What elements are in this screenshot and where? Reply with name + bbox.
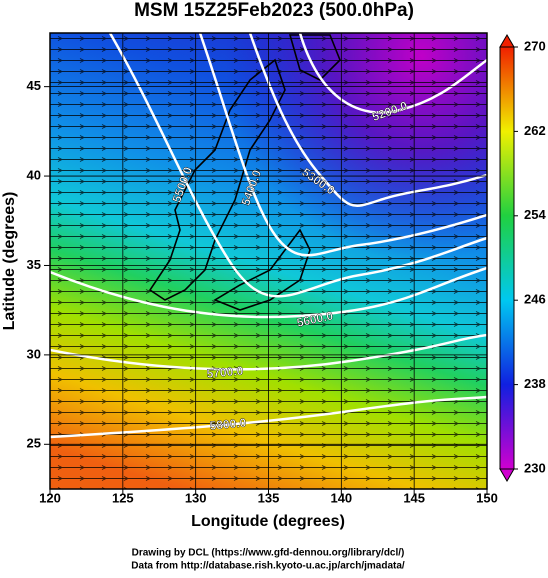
contour-line: [198, 33, 487, 257]
x-tick-label: 125: [112, 490, 134, 505]
colorbar-body: [499, 46, 515, 470]
colorbar-tick-label: 246: [524, 292, 546, 307]
colorbar-tick-label: 230: [524, 460, 546, 475]
x-tick-label: 140: [330, 490, 352, 505]
x-tick-label: 150: [476, 490, 498, 505]
y-tick-label: 30: [27, 346, 41, 361]
x-tick-label: 130: [185, 490, 207, 505]
x-tick-label: 120: [39, 490, 61, 505]
colorbar-tick-label: 254: [524, 207, 546, 222]
colorbar-extend-top: [499, 34, 515, 48]
x-tick-label: 135: [258, 490, 280, 505]
contour-line: [50, 395, 487, 439]
y-tick-label: 40: [27, 167, 41, 182]
axes: 120 125 130 135 140 145 150 25 30 35 40 45: [27, 33, 498, 505]
contour-line: [248, 33, 487, 207]
colorbar: 230 238 246 254 262 270: [499, 34, 546, 482]
x-tick-label: 145: [403, 490, 425, 505]
contour-line: [50, 333, 487, 371]
y-tick-label: 45: [27, 78, 41, 93]
colorbar-tick-label: 262: [524, 123, 546, 138]
contour-label: 5700.0: [206, 364, 244, 381]
title: MSM 15Z25Feb2023 (500.0hPa): [134, 0, 414, 21]
contour-line: [108, 33, 487, 298]
x-axis-label: Longitude (degrees): [191, 513, 345, 530]
plot-frame: [49, 32, 488, 490]
y-axis-label: Latitude (degrees): [1, 192, 18, 331]
y-tick-label: 35: [27, 257, 41, 272]
colorbar-extend-bottom: [499, 468, 515, 482]
contour-label: 5800.0: [209, 416, 247, 433]
contour-line: [298, 33, 487, 114]
colorbar-tick-label: 270: [524, 38, 546, 53]
colorbar-tick-label: 238: [524, 376, 546, 391]
contours: 5200.05300.05400.05500.05600.05700.05800…: [50, 33, 487, 439]
footer-line: Drawing by DCL (https://www.gfd-dennou.o…: [132, 548, 405, 559]
footer-line: Data from http://database.rish.kyoto-u.a…: [131, 561, 405, 572]
contour-line: [50, 266, 487, 319]
y-tick-label: 25: [27, 436, 41, 451]
